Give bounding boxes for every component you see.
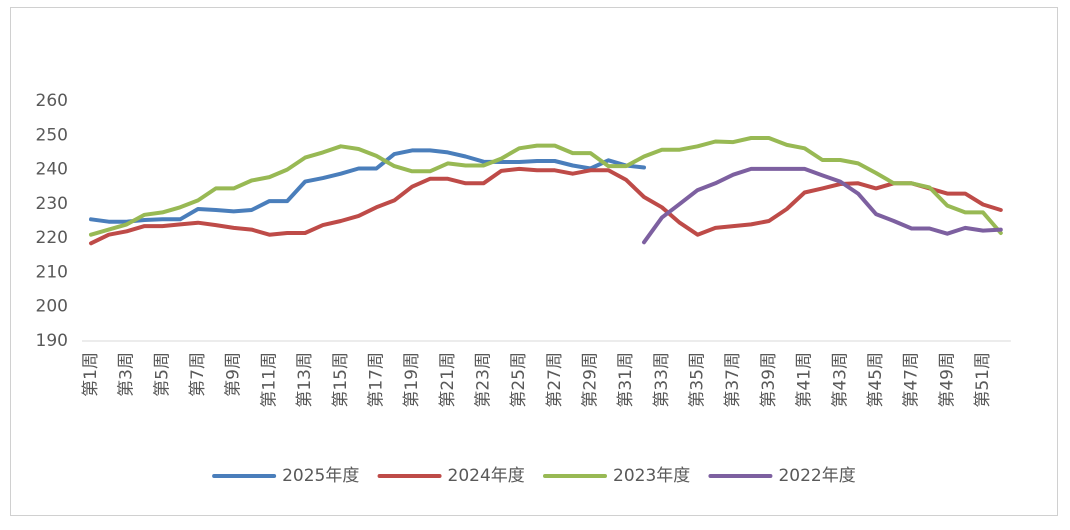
x-tick-label: 第29周 [581, 352, 601, 408]
x-tick-label: 第11周 [259, 352, 279, 408]
x-tick-label: 第9周 [224, 352, 244, 397]
legend-label: 2022年度 [778, 466, 855, 486]
x-tick-label: 第17周 [366, 352, 386, 408]
x-tick-label: 第45周 [866, 352, 886, 408]
y-tick-label: 230 [36, 194, 68, 214]
series-line [89, 166, 1003, 246]
x-tick-label: 第25周 [509, 352, 529, 408]
x-tick-label: 第15周 [331, 352, 351, 408]
x-tick-label: 第39周 [759, 352, 779, 408]
y-tick-label: 250 [36, 125, 68, 145]
x-tick-label: 第43周 [830, 352, 850, 408]
x-tick-label: 第33周 [652, 352, 672, 408]
x-tick-label: 第47周 [902, 352, 922, 408]
x-tick-label: 第5周 [152, 352, 172, 397]
x-tick-label: 第31周 [616, 352, 636, 408]
x-tick-label: 第13周 [295, 352, 315, 408]
x-tick-label: 第1周 [81, 352, 101, 397]
x-tick-label: 第37周 [723, 352, 743, 408]
x-tick-label: 第41周 [795, 352, 815, 408]
y-tick-label: 220 [36, 228, 68, 248]
y-tick-label: 210 [36, 262, 68, 282]
y-tick-label: 200 [36, 297, 68, 317]
series-line [89, 148, 646, 224]
chart-border [10, 7, 1058, 516]
y-tick-label: 240 [36, 160, 68, 180]
x-tick-label: 第35周 [688, 352, 708, 408]
x-tick-label: 第23周 [473, 352, 493, 408]
x-tick-label: 第7周 [188, 352, 208, 397]
legend-label: 2023年度 [613, 466, 690, 486]
legend-label: 2024年度 [448, 466, 525, 486]
y-tick-label: 190 [36, 331, 68, 351]
x-tick-label: 第27周 [545, 352, 565, 408]
x-tick-label: 第21周 [438, 352, 458, 408]
y-tick-label: 260 [36, 91, 68, 111]
x-tick-label: 第51周 [973, 352, 993, 408]
series-line [642, 166, 1003, 245]
series-line [89, 136, 1003, 237]
x-tick-label: 第19周 [402, 352, 422, 408]
x-tick-label: 第49周 [937, 352, 957, 408]
x-tick-label: 第3周 [117, 352, 137, 397]
legend-label: 2025年度 [282, 466, 359, 486]
